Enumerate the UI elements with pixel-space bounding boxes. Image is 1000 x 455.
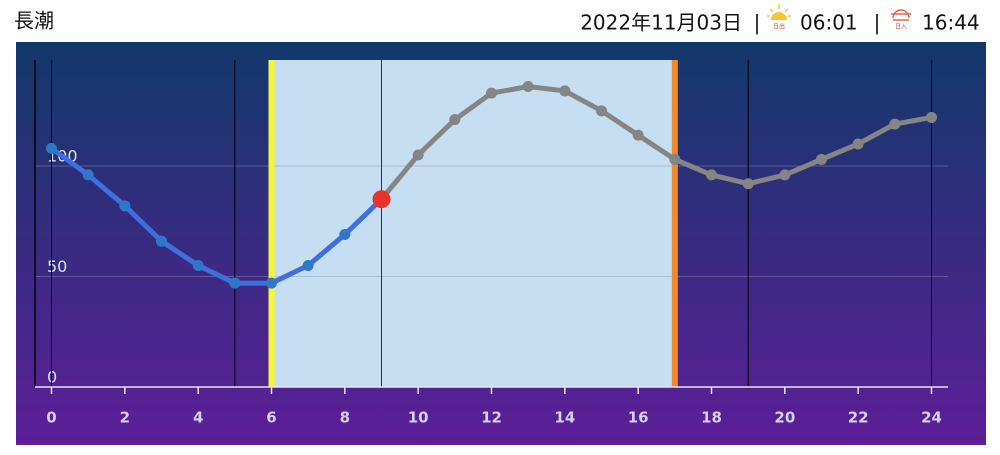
tide-point [669, 153, 681, 165]
x-tick-label: 2 [120, 409, 130, 427]
tide-point [889, 118, 901, 130]
sunset-icon: 日入 [891, 9, 911, 31]
sunset-line [671, 60, 678, 387]
tide-point [779, 169, 791, 181]
x-tick-label: 10 [408, 409, 429, 427]
separator: | [874, 11, 881, 35]
tide-line-past [49, 145, 384, 286]
x-tick-label: 4 [193, 409, 203, 427]
tide-point [596, 105, 607, 117]
tide-point [339, 229, 351, 241]
tide-point [412, 149, 424, 161]
tide-point [82, 169, 94, 181]
tide-point [706, 169, 717, 181]
x-tick-label: 18 [701, 409, 722, 427]
x-tick-label: 0 [46, 409, 56, 427]
tide-point [192, 259, 204, 271]
current-point [372, 190, 391, 209]
date: 2022年11月03日 [580, 11, 742, 35]
tide-point [449, 114, 461, 126]
tide-line-future [379, 84, 934, 202]
sunset-label: 日入 [895, 24, 907, 31]
tide-point [302, 259, 314, 271]
x-tick-label: 8 [340, 409, 350, 427]
tide-point [522, 81, 534, 93]
separator: | [754, 11, 761, 35]
x-tick-label: 6 [266, 409, 276, 427]
tide-name: 長潮 [14, 9, 54, 33]
tide-point [852, 138, 864, 150]
x-tick-label: 22 [848, 409, 869, 427]
tide-point [486, 87, 497, 99]
x-tick-label: 16 [628, 409, 649, 427]
tide-point [742, 178, 754, 190]
sunrise-time: 06:01 [800, 11, 858, 35]
sunrise-line [268, 60, 275, 387]
tide-point [632, 129, 644, 141]
tide-point [119, 200, 131, 212]
x-tick-label: 24 [921, 409, 942, 427]
tide-point [229, 277, 241, 289]
x-tick-label: 12 [481, 409, 502, 427]
sunrise-icon: 日出 [767, 4, 791, 31]
tide-point [926, 111, 937, 123]
tide-point [156, 235, 167, 247]
y-tick-label: 0 [47, 368, 57, 387]
sunset-time: 16:44 [922, 11, 980, 35]
tide-point [266, 277, 277, 289]
x-tick-label: 20 [774, 409, 795, 427]
tide-point [46, 142, 57, 154]
sunrise-label: 日出 [773, 23, 785, 31]
x-tick-label: 14 [554, 409, 575, 427]
y-tick-label: 50 [47, 257, 67, 276]
tide-point [816, 153, 827, 165]
tide-point [559, 85, 571, 97]
